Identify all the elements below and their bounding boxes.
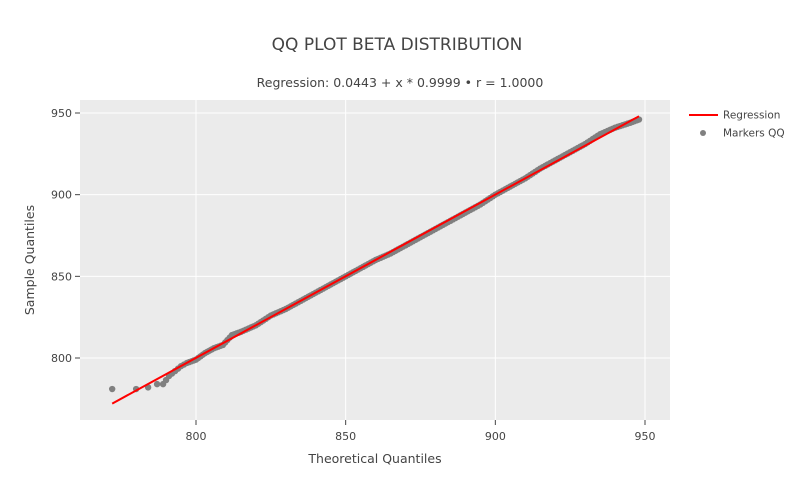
qq-marker bbox=[153, 380, 161, 388]
chart-title: QQ PLOT BETA DISTRIBUTION bbox=[272, 35, 523, 55]
x-tick-label: 950 bbox=[635, 430, 656, 443]
marker-dot-icon bbox=[700, 130, 706, 136]
chart-subtitle: Regression: 0.0443 + x * 0.9999 • r = 1.… bbox=[257, 75, 544, 90]
x-axis-label: Theoretical Quantiles bbox=[307, 451, 441, 466]
y-axis-label: Sample Quantiles bbox=[22, 205, 37, 315]
regression-line bbox=[111, 115, 640, 405]
axis-ticks: 800 850 900 950 800 850 900 950 bbox=[51, 107, 656, 443]
legend-item-markers-qq[interactable]: Markers QQ bbox=[700, 128, 785, 140]
gridlines bbox=[80, 100, 670, 420]
legend: Regression Markers QQ bbox=[689, 110, 785, 140]
x-tick-label: 900 bbox=[485, 430, 506, 443]
legend-item-regression[interactable]: Regression bbox=[689, 110, 780, 122]
legend-label-regression: Regression bbox=[723, 110, 780, 122]
y-tick-label: 900 bbox=[51, 189, 72, 202]
data-series bbox=[108, 115, 643, 405]
x-tick-label: 800 bbox=[186, 430, 207, 443]
y-tick-label: 950 bbox=[51, 107, 72, 120]
x-tick-label: 850 bbox=[335, 430, 356, 443]
legend-label-markers-qq: Markers QQ bbox=[723, 128, 785, 140]
qq-marker bbox=[108, 385, 116, 393]
y-tick-label: 800 bbox=[51, 352, 72, 365]
y-tick-label: 850 bbox=[51, 270, 72, 283]
